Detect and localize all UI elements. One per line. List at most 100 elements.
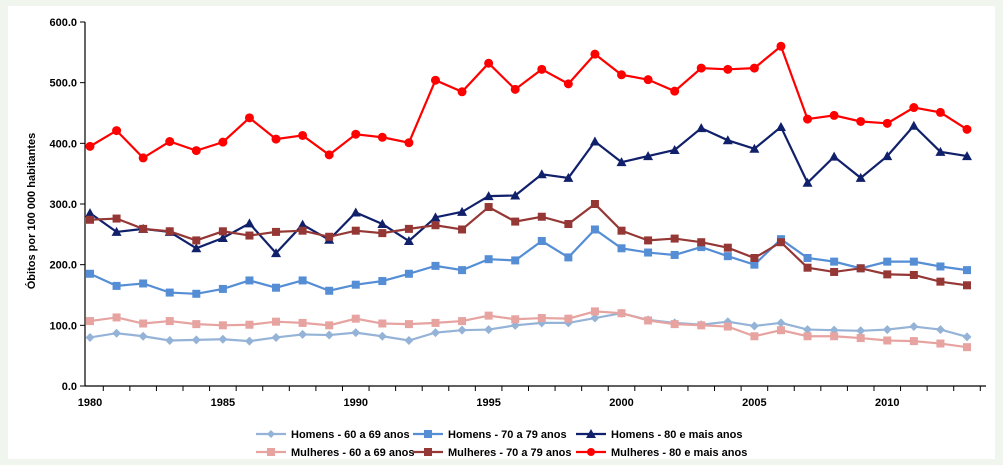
data-point — [590, 225, 599, 234]
data-point — [962, 151, 972, 161]
x-tick-label: 1995 — [476, 397, 500, 409]
y-tick-label: 600.0 — [49, 17, 77, 29]
data-point — [537, 212, 546, 221]
data-point — [564, 220, 573, 229]
series-line — [89, 124, 968, 255]
series-line — [89, 228, 968, 295]
data-point — [750, 332, 759, 341]
data-point — [936, 277, 945, 286]
data-point — [191, 146, 201, 156]
data-point — [803, 263, 812, 272]
data-point — [882, 151, 893, 161]
data-point — [377, 331, 387, 341]
data-point — [696, 123, 707, 133]
data-point — [723, 322, 732, 331]
data-point — [590, 307, 599, 316]
data-point — [218, 321, 227, 330]
data-point — [218, 334, 228, 344]
data-point — [192, 320, 201, 329]
data-point — [484, 255, 493, 264]
data-point — [749, 321, 759, 331]
data-point — [377, 132, 387, 142]
data-point — [883, 270, 892, 279]
data-point — [351, 280, 360, 289]
y-tick-label: 100.0 — [49, 320, 77, 332]
data-point — [909, 103, 919, 113]
data-point — [829, 151, 840, 161]
data-point — [829, 110, 839, 120]
legend-item: Homens - 80 e mais anos — [576, 429, 742, 441]
data-point — [723, 243, 732, 252]
data-point — [669, 145, 680, 155]
data-point — [165, 336, 175, 345]
data-point — [404, 320, 413, 329]
data-point — [643, 75, 653, 85]
series-2 — [86, 225, 971, 298]
data-point — [165, 137, 175, 147]
data-point — [484, 58, 494, 68]
data-point — [191, 335, 201, 345]
data-point — [563, 79, 573, 89]
data-point — [537, 314, 546, 323]
data-point — [298, 226, 307, 235]
data-point — [378, 277, 387, 286]
series-line — [89, 202, 968, 287]
data-point — [404, 138, 414, 148]
data-point — [271, 248, 282, 258]
data-point — [298, 276, 307, 285]
data-point — [830, 332, 839, 341]
x-tick-label: 1980 — [78, 397, 102, 409]
data-point — [244, 113, 254, 123]
data-point — [644, 248, 653, 257]
y-tick-label: 300.0 — [49, 199, 77, 211]
data-point — [112, 328, 122, 338]
data-point — [271, 332, 281, 342]
data-point — [830, 257, 839, 266]
data-point — [378, 319, 387, 328]
x-tick-label: 2005 — [742, 397, 766, 409]
legend-marker — [587, 448, 595, 456]
data-point — [963, 266, 971, 275]
y-tick-label: 200.0 — [49, 260, 77, 272]
data-point — [670, 320, 679, 329]
data-point — [670, 86, 680, 96]
data-point — [616, 157, 627, 167]
data-point — [963, 281, 971, 290]
data-point — [484, 311, 493, 320]
data-point — [325, 286, 334, 295]
data-point — [936, 262, 945, 271]
data-point — [244, 336, 254, 346]
data-point — [431, 261, 440, 270]
data-point — [909, 337, 918, 346]
data-point — [590, 200, 599, 208]
data-point — [165, 317, 174, 326]
data-point — [404, 336, 414, 345]
data-point — [962, 124, 972, 134]
data-point — [298, 318, 307, 327]
data-point — [644, 316, 653, 325]
data-point — [192, 289, 201, 298]
data-point — [111, 226, 122, 236]
data-point — [404, 269, 413, 278]
data-point — [430, 328, 440, 338]
data-point — [350, 207, 361, 217]
data-point — [536, 169, 547, 179]
data-point — [722, 135, 733, 145]
data-point — [139, 224, 148, 233]
x-tick-label: 1985 — [211, 397, 235, 409]
legend-marker — [424, 448, 432, 456]
data-point — [458, 266, 467, 275]
data-point — [272, 227, 281, 236]
data-point — [458, 317, 467, 326]
data-point — [589, 136, 600, 146]
data-point — [617, 70, 627, 80]
data-point — [749, 63, 759, 73]
data-point — [112, 126, 122, 136]
data-point — [351, 226, 360, 235]
data-point — [775, 121, 786, 131]
legend-marker — [267, 430, 275, 438]
data-point — [298, 329, 308, 339]
data-point — [590, 313, 600, 323]
data-point — [909, 270, 918, 279]
data-point — [324, 150, 334, 160]
